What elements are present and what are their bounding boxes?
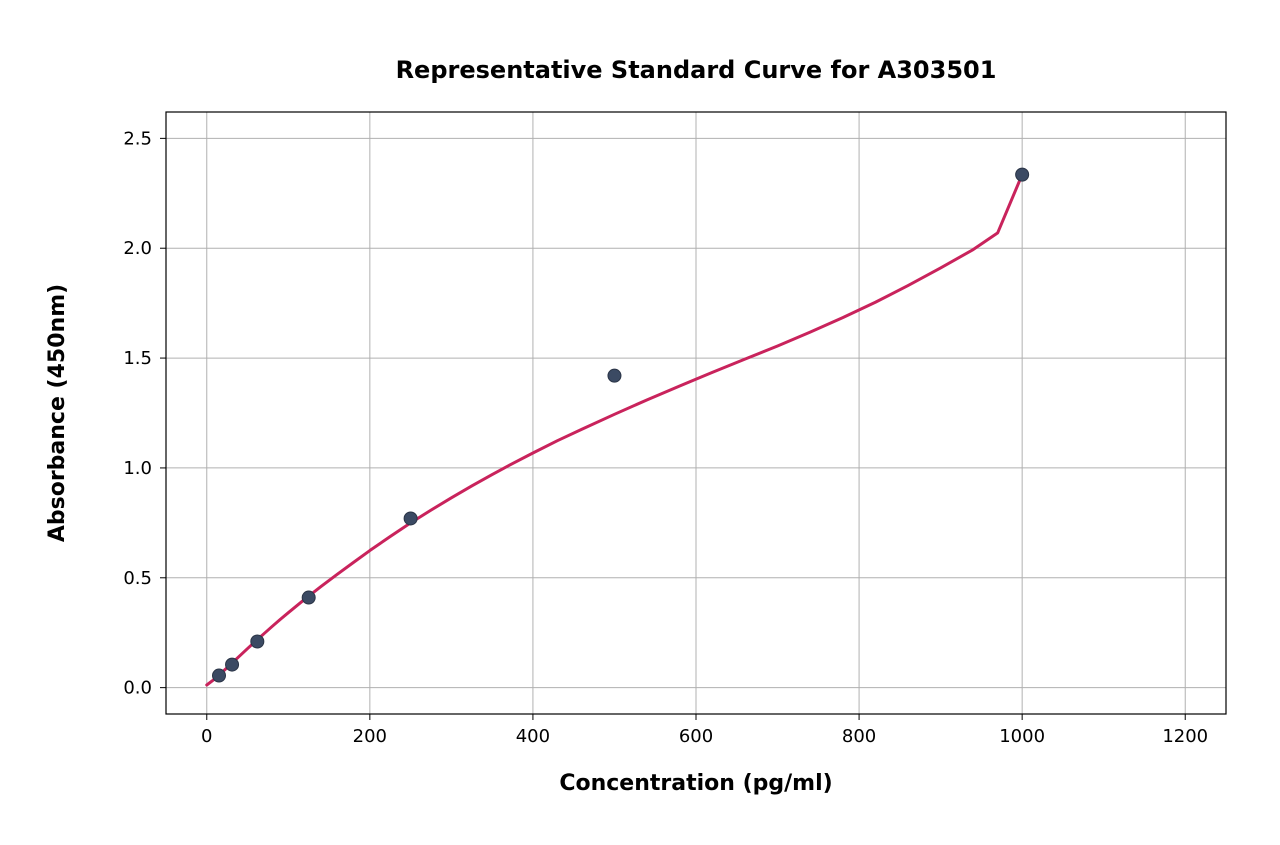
data-point: [226, 658, 239, 671]
data-point: [404, 512, 417, 525]
data-point: [302, 591, 315, 604]
x-axis-label: Concentration (pg/ml): [559, 771, 832, 796]
x-tick-label: 800: [842, 726, 876, 747]
y-tick-label: 2.5: [123, 128, 152, 149]
x-tick-label: 1200: [1162, 726, 1208, 747]
data-point: [608, 369, 621, 382]
chart-title: Representative Standard Curve for A30350…: [396, 56, 997, 84]
data-point: [1016, 168, 1029, 181]
x-tick-label: 0: [201, 726, 212, 747]
y-axis-label: Absorbance (450nm): [45, 284, 70, 542]
data-point: [213, 669, 226, 682]
y-tick-label: 2.0: [123, 238, 152, 259]
standard-curve-chart: 0 200 400 600 800 1000 1200 0.0 0.5 1.0 1.5 2.0 2.5 R…: [0, 0, 1280, 845]
y-tick-label: 1.5: [123, 348, 152, 369]
x-tick-label: 200: [353, 726, 387, 747]
x-tick-label: 600: [679, 726, 713, 747]
y-tick-label: 0.0: [123, 678, 152, 699]
x-tick-label: 1000: [999, 726, 1045, 747]
y-tick-label: 1.0: [123, 458, 152, 479]
chart-container: 0 200 400 600 800 1000 1200 0.0 0.5 1.0 1.5 2.0 2.5 R…: [0, 0, 1280, 845]
data-point: [251, 635, 264, 648]
y-tick-label: 0.5: [123, 568, 152, 589]
x-tick-label: 400: [516, 726, 550, 747]
